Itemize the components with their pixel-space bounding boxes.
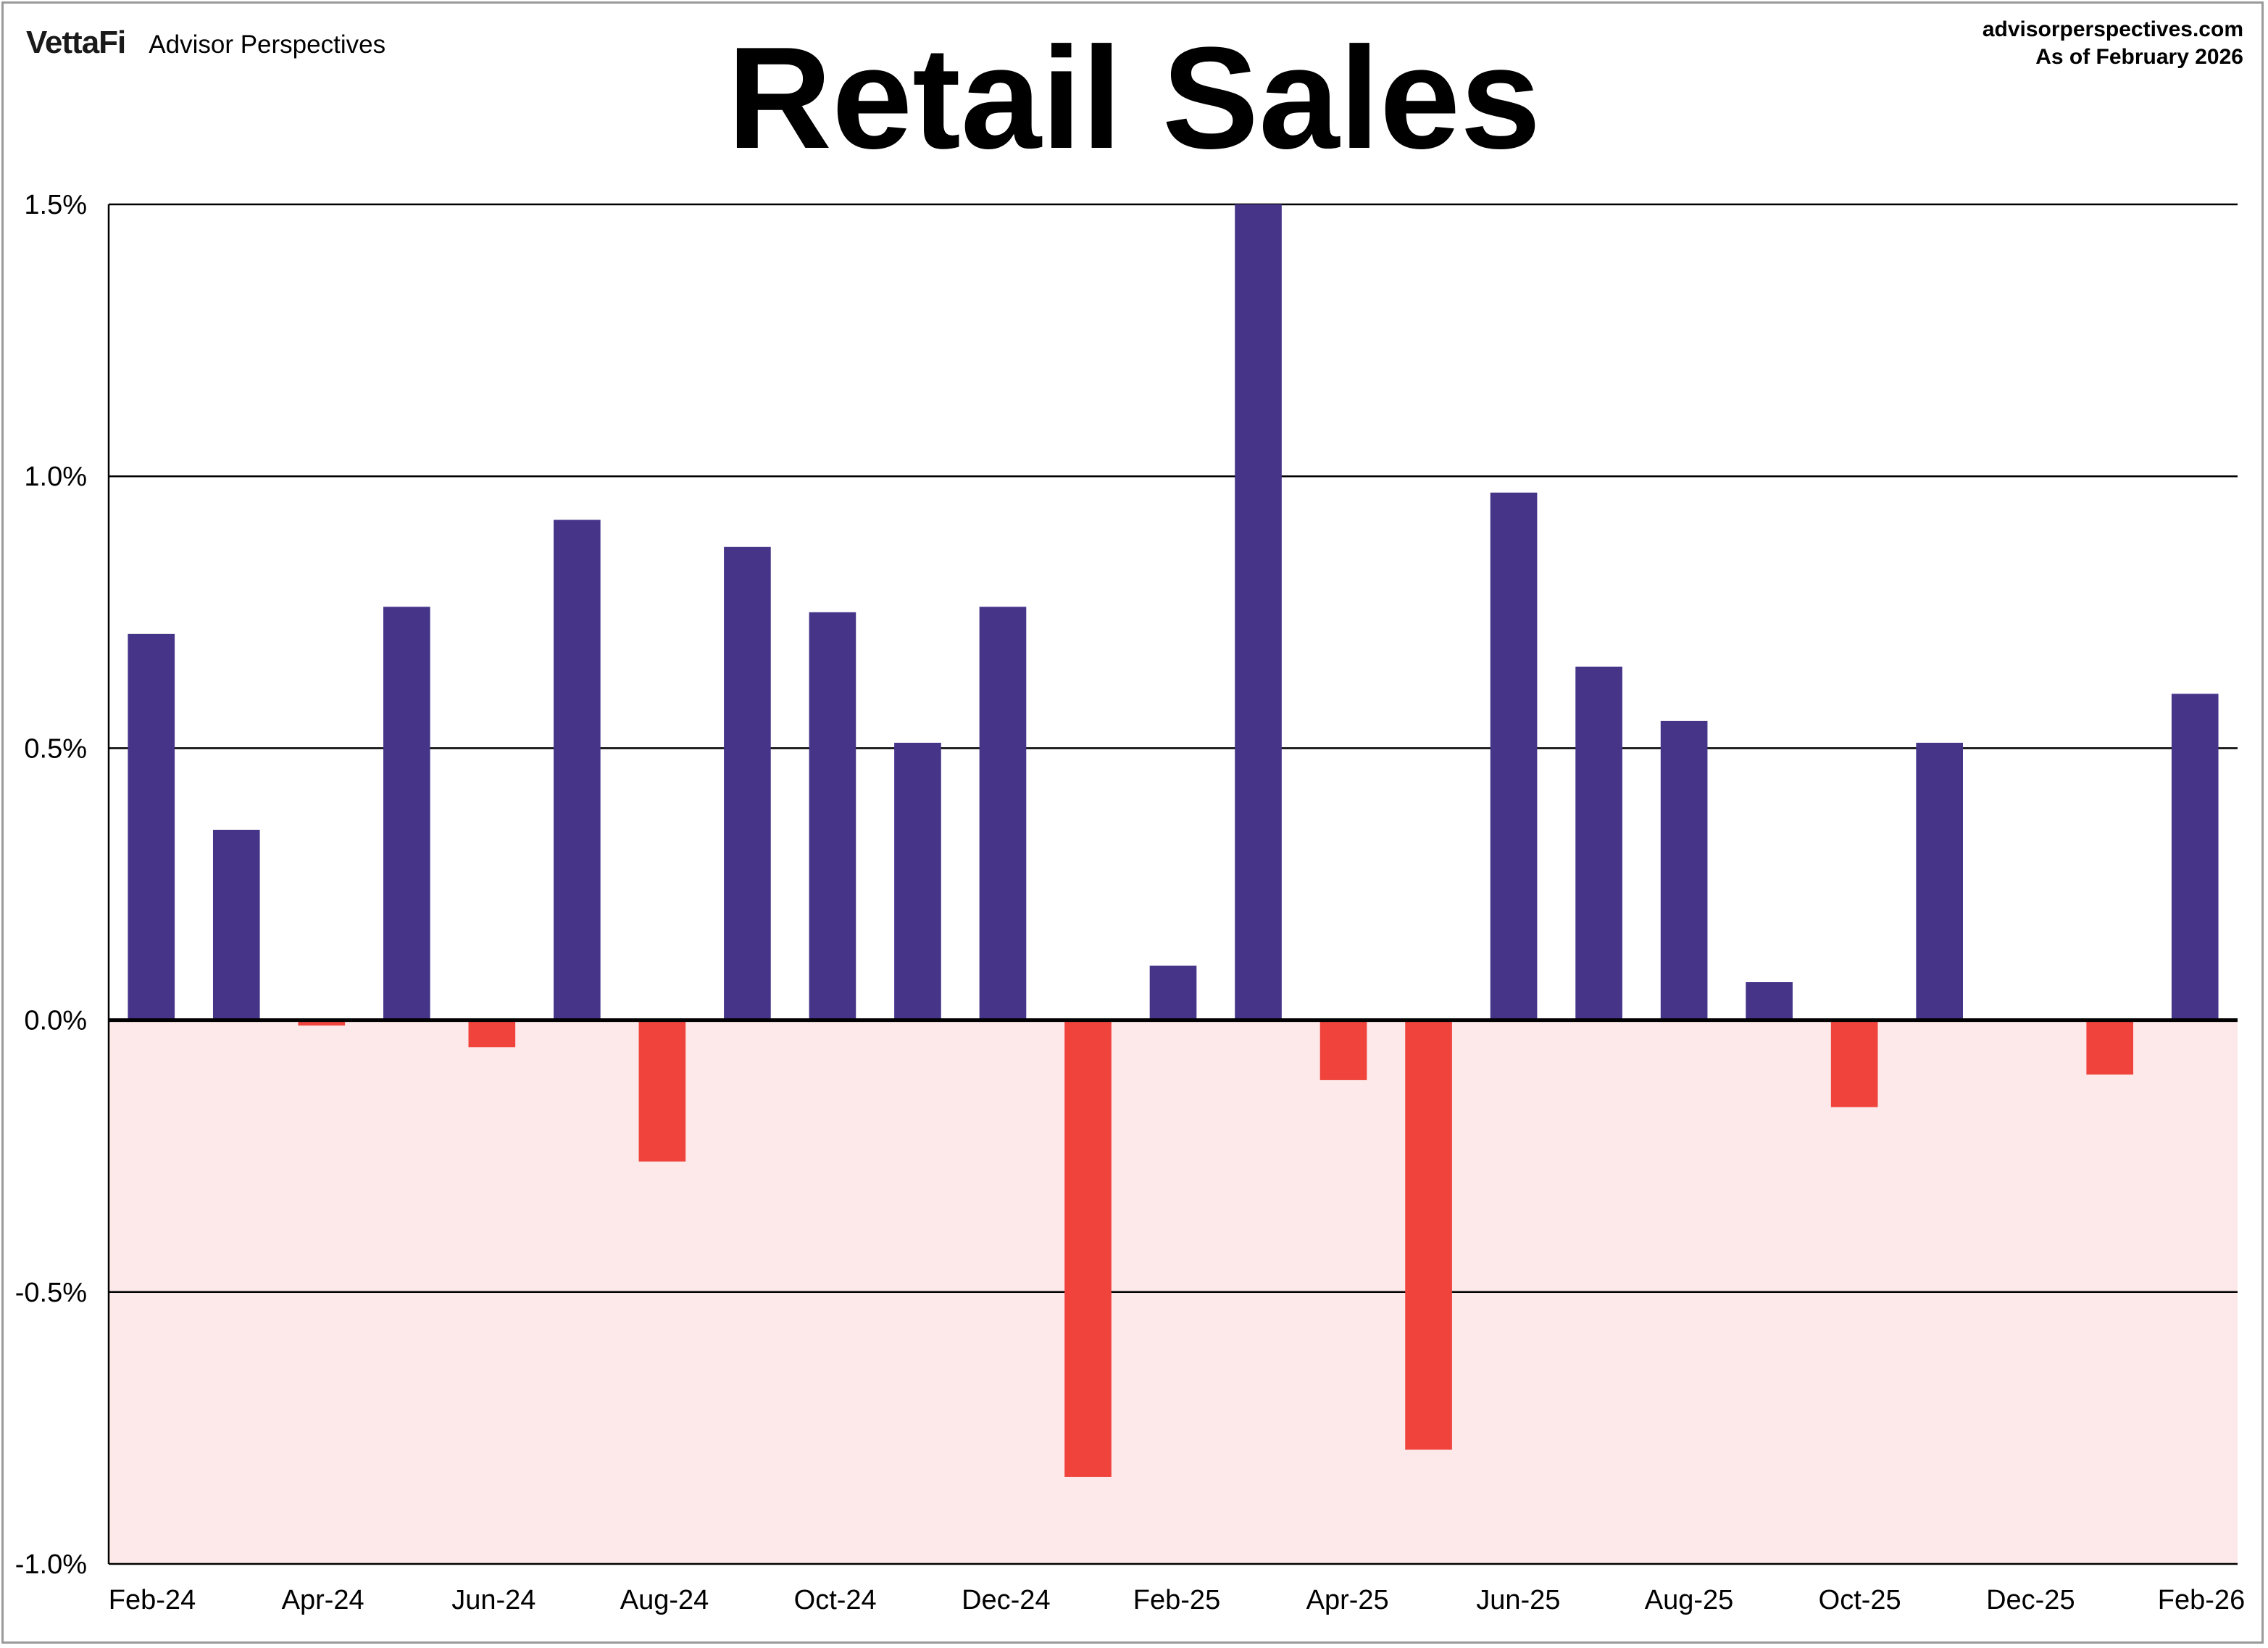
bar-Jun-25 <box>1490 492 1538 1020</box>
as-of-date: As of February 2026 <box>2035 45 2243 69</box>
x-tick-label: Jun-24 <box>451 1585 535 1615</box>
y-tick-label: 0.5% <box>24 733 87 764</box>
x-tick-label: Feb-25 <box>1133 1585 1220 1615</box>
y-tick-label: -1.0% <box>15 1549 87 1580</box>
bar-Aug-24 <box>638 1020 686 1162</box>
bar-Mar-24 <box>212 829 260 1020</box>
x-tick-label: Apr-25 <box>1306 1585 1389 1615</box>
source-block: advisorperspectives.com As of February 2… <box>1983 16 2243 71</box>
bar-Feb-24 <box>128 633 175 1020</box>
bar-Nov-24 <box>894 742 941 1020</box>
x-tick-labels: Feb-24 Apr-24 Jun-24 Aug-24 Oct-24 Dec-24 Feb-… <box>109 1585 2245 1615</box>
brand: VettaFi Advisor Perspectives <box>26 25 385 61</box>
bar-Nov-25 <box>1916 742 1963 1020</box>
axes <box>107 204 2238 1564</box>
x-tick-label: Apr-24 <box>282 1585 364 1615</box>
x-tick-label: Aug-24 <box>620 1585 709 1615</box>
bar-Jul-24 <box>554 520 601 1020</box>
bar-Feb-25 <box>1149 965 1197 1020</box>
brand-name: Advisor Perspectives <box>149 30 386 59</box>
bar-Dec-24 <box>979 607 1027 1020</box>
bar-Feb-26 <box>2171 694 2219 1020</box>
bar-Oct-25 <box>1830 1020 1878 1107</box>
bar-Apr-25 <box>1319 1020 1367 1081</box>
bar-May-24 <box>383 607 430 1020</box>
bar-Apr-24 <box>298 1020 346 1026</box>
x-tick-label: Oct-25 <box>1819 1585 1901 1615</box>
x-tick-label: Aug-25 <box>1645 1585 1734 1615</box>
vettafi-logo: VettaFi <box>26 25 126 60</box>
bar-Jan-26 <box>2086 1020 2134 1075</box>
bars <box>128 204 2219 1477</box>
bar-Aug-25 <box>1660 720 1708 1020</box>
source-url: advisorperspectives.com <box>1982 17 2243 41</box>
bar-Sep-25 <box>1746 982 1793 1020</box>
y-tick-label: 1.0% <box>24 462 87 492</box>
x-tick-label: Dec-24 <box>962 1585 1051 1615</box>
bar-Oct-24 <box>809 612 856 1020</box>
bar-Jul-25 <box>1575 666 1622 1020</box>
y-tick-labels: 1.5% 1.0% 0.5% 0.0% -0.5% -1.0% <box>15 190 87 1580</box>
y-tick-label: -0.5% <box>15 1278 87 1308</box>
x-tick-label: Dec-25 <box>1986 1585 2075 1615</box>
x-tick-label: Feb-26 <box>2158 1585 2245 1615</box>
y-tick-label: 1.5% <box>24 190 87 220</box>
bar-Mar-25 <box>1235 204 1282 1020</box>
bar-Sep-24 <box>724 546 771 1020</box>
bar-Jan-25 <box>1064 1020 1112 1477</box>
chart-title: Retail Sales <box>727 17 1541 179</box>
y-tick-label: 0.0% <box>24 1006 87 1036</box>
x-tick-label: Feb-24 <box>109 1585 196 1615</box>
bar-May-25 <box>1405 1020 1452 1450</box>
x-tick-label: Oct-24 <box>794 1585 877 1615</box>
x-tick-label: Jun-25 <box>1476 1585 1560 1615</box>
bar-Jun-24 <box>468 1020 516 1048</box>
